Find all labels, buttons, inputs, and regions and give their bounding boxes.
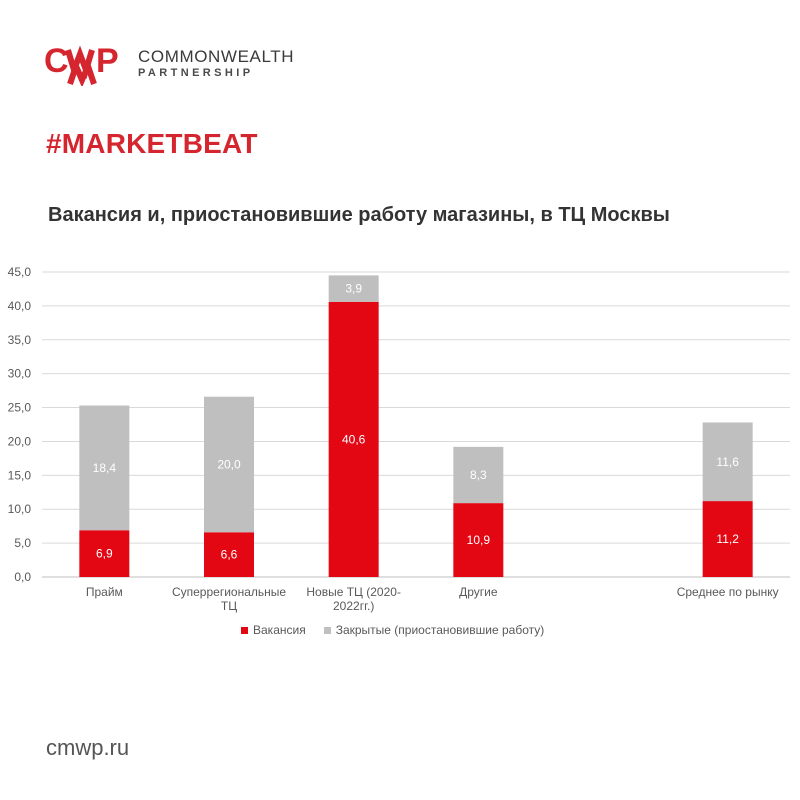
legend-swatch-closed <box>323 626 331 634</box>
y-tick-label: 35,0 <box>8 333 32 347</box>
y-tick-label: 40,0 <box>8 299 32 313</box>
bar-label-closed: 3,9 <box>345 282 362 296</box>
x-tick-label: ТЦ <box>221 599 237 613</box>
chart-legend: Вакансия Закрытые (приостановившие работ… <box>241 623 562 637</box>
y-tick-label: 30,0 <box>8 367 32 381</box>
brand-line1: COMMONWEALTH <box>138 46 295 66</box>
x-tick-label: Новые ТЦ (2020- <box>306 585 401 599</box>
hashtag-heading: #MARKETBEAT <box>46 128 258 159</box>
legend-label-closed: Закрытые (приостановившие работу) <box>335 623 545 637</box>
x-tick-label: Прайм <box>86 585 123 599</box>
bar-vacancy <box>204 532 254 577</box>
y-tick-label: 5,0 <box>14 536 31 550</box>
brand-logo: C P COMMONWEALTH PARTNERSHIP <box>44 40 294 86</box>
bar-closed <box>453 446 504 504</box>
x-tick-label: Суперрегиональные <box>172 585 286 599</box>
bar-label-closed: 18,4 <box>93 461 117 475</box>
brand-line2: PARTNERSHIP <box>138 66 254 79</box>
x-tick-label: Среднее по рынку <box>677 585 779 599</box>
bar-label-vacancy: 6,9 <box>96 547 113 561</box>
y-tick-label: 15,0 <box>8 468 32 482</box>
legend-swatch-vacancy <box>241 626 248 634</box>
y-tick-label: 45,0 <box>8 265 32 279</box>
y-tick-label: 10,0 <box>8 502 32 516</box>
svg-text:C: C <box>44 42 69 80</box>
cmwp-logo-icon: C P <box>44 42 119 86</box>
legend-item-closed: Закрытые (приостановившие работу) <box>323 623 545 637</box>
footer-url: cmwp.ru <box>46 735 130 760</box>
bar-label-vacancy: 10,9 <box>467 533 491 547</box>
bar-label-vacancy: 6,6 <box>221 548 238 562</box>
bar-vacancy <box>328 301 379 577</box>
bar-vacancy <box>702 501 753 577</box>
bar-closed <box>204 396 254 533</box>
bar-label-closed: 8,3 <box>470 468 487 482</box>
bar-label-vacancy: 11,2 <box>716 532 739 546</box>
bar-closed <box>328 275 379 302</box>
legend-item-vacancy: Вакансия <box>241 623 306 637</box>
bar-label-vacancy: 40,6 <box>342 432 366 446</box>
svg-text:P: P <box>96 42 119 80</box>
legend-label-vacancy: Вакансия <box>253 623 306 637</box>
bar-vacancy <box>453 503 504 577</box>
bar-closed <box>79 405 130 531</box>
bar-closed <box>702 422 753 502</box>
bar-label-closed: 20,0 <box>217 457 241 471</box>
chart-title: Вакансия и, приостановившие работу магаз… <box>48 204 670 226</box>
x-tick-label: Другие <box>459 585 498 599</box>
y-tick-label: 0,0 <box>14 570 31 584</box>
bar-label-closed: 11,6 <box>716 455 739 469</box>
y-tick-label: 20,0 <box>8 434 32 448</box>
bar-vacancy <box>79 530 130 577</box>
y-tick-label: 25,0 <box>8 401 32 415</box>
x-tick-label: 2022гг.) <box>333 599 374 613</box>
